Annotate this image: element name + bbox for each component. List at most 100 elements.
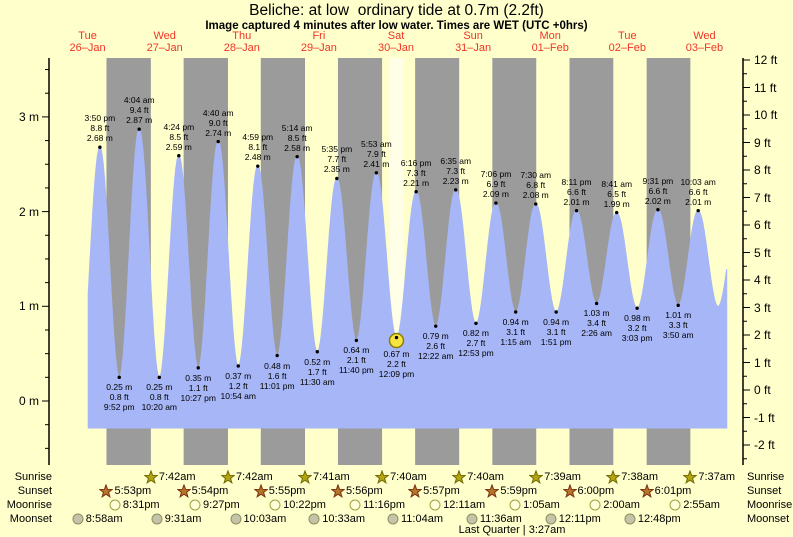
- tide-extreme-dot: [117, 375, 121, 380]
- sunset-icon: [485, 484, 500, 498]
- tide-extreme-dot: [157, 375, 162, 380]
- low-tide-annotation: 0.25 m 0.8 ft 10:20 am: [141, 382, 178, 413]
- tide-extreme-dot: [196, 366, 200, 370]
- y-axis-right-label: 3 ft: [754, 300, 771, 315]
- sunrise-icon: [606, 470, 621, 484]
- moonset-time: 11:36am: [479, 513, 522, 525]
- low-tide-annotation: 1.03 m 3.4 ft 2:26 am: [581, 308, 612, 339]
- moonset-time: 10:33am: [322, 513, 366, 525]
- low-tide-annotation: 0.64 m 2.1 ft 11:40 pm: [338, 345, 374, 376]
- sunset-icon: [408, 484, 423, 498]
- high-tide-annotation: 4:04 am 9.4 ft 2.87 m: [123, 95, 155, 126]
- moonrise-item: 9:27pm: [188, 498, 240, 512]
- astro-row-label-left-sunrise: Sunrise: [14, 471, 52, 483]
- tide-extreme-dot: [177, 154, 181, 158]
- sunrise-icon: [375, 470, 390, 484]
- moonset-item: 11:04am: [386, 512, 443, 526]
- sunset-time: 5:54pm: [191, 485, 229, 497]
- day-label: Thu 28–Jan: [223, 30, 260, 54]
- sunset-icon: [330, 484, 345, 498]
- y-axis-right-label: 11 ft: [754, 80, 777, 95]
- sunrise-item: 7:42am: [220, 470, 273, 484]
- tide-extreme-dot: [574, 208, 579, 213]
- low-tide-annotation: 0.94 m 3.1 ft 1:15 am: [500, 316, 532, 347]
- day-label: Mon 01–Feb: [531, 30, 569, 54]
- moonset-time: 10:03am: [243, 513, 287, 525]
- sunset-item: 5:59pm: [485, 484, 537, 498]
- tide-extreme-dot: [98, 145, 102, 149]
- tide-extreme-dot: [696, 208, 700, 213]
- sunrise-time: 7:37am: [698, 471, 736, 483]
- high-tide-annotation: 5:14 am 8.5 ft 2.58 m: [281, 122, 313, 153]
- sunrise-time: 7:39am: [544, 471, 581, 483]
- y-axis-right-label: 1 ft: [754, 355, 771, 370]
- sunrise-item: 7:37am: [683, 470, 735, 484]
- low-tide-annotation: 0.25 m 0.8 ft 9:52 pm: [103, 382, 135, 413]
- astro-row-label-right-sunrise: Sunrise: [747, 471, 785, 483]
- tide-extreme-dot: [594, 301, 599, 306]
- tide-extreme-dot: [454, 188, 458, 192]
- tide-extreme-dot: [216, 139, 220, 144]
- day-label: Tue 02–Feb: [608, 30, 646, 54]
- tide-extreme-dot: [295, 154, 299, 159]
- y-axis-left-label: 3 m: [18, 109, 39, 124]
- tide-extreme-dot: [554, 310, 558, 314]
- y-axis-right-label: 0 ft: [754, 383, 771, 397]
- moonrise-item: 8:31pm: [108, 498, 160, 512]
- sunrise-item: 7:40am: [375, 470, 427, 484]
- page-title: Beliche: at low ordinary tide at 0.7m (2…: [249, 2, 544, 19]
- moonset-icon: [545, 513, 557, 525]
- low-tide-annotation: 1.01 m 3.3 ft 3:50 am: [662, 310, 694, 341]
- day-label: Sun 31–Jan: [455, 30, 492, 54]
- tide-extreme-dot: [414, 190, 418, 194]
- y-axis-right-label: 9 ft: [754, 135, 771, 150]
- low-tide-annotation: 0.67 m 2.2 ft 12:09 pm: [378, 348, 415, 379]
- sunset-icon: [253, 484, 268, 498]
- day-label: Sat 30–Jan: [377, 30, 415, 54]
- moonrise-icon: [189, 499, 201, 511]
- moonrise-item: 2:55am: [668, 498, 720, 512]
- astro-row-label-right-moonrise: Moonrise: [747, 499, 793, 511]
- sunset-time: 5:53pm: [114, 485, 152, 497]
- day-label: Tue 26–Jan: [69, 30, 106, 54]
- day-label: Fri 29–Jan: [300, 30, 337, 54]
- tide-extreme-dot: [513, 310, 518, 314]
- moonrise-item: 12:11am: [428, 498, 485, 512]
- high-tide-annotation: 8:11 pm 6.6 ft 2.01 m: [561, 176, 592, 207]
- high-tide-annotation: 6:35 am 7.3 ft 2.23 m: [440, 155, 472, 186]
- moonrise-icon: [109, 499, 121, 511]
- moonset-item: 10:33am: [307, 512, 365, 526]
- y-axis-right-label: -2 ft: [754, 438, 775, 452]
- high-tide-annotation: 8:41 am 6.5 ft 1.99 m: [601, 178, 633, 209]
- y-axis-right-label: 6 ft: [754, 218, 771, 232]
- moonrise-item: 2:00am: [588, 498, 640, 512]
- high-tide-annotation: 4:59 pm 8.1 ft 2.48 m: [242, 132, 274, 163]
- moonset-item: 12:48pm: [623, 512, 681, 526]
- sunrise-time: 7:40am: [390, 471, 427, 483]
- moonset-time: 11:04am: [401, 513, 443, 525]
- sunrise-time: 7:42am: [235, 471, 273, 483]
- sunrise-item: 7:42am: [143, 470, 196, 484]
- moonrise-icon: [429, 499, 441, 511]
- page-subtitle: Image captured 4 minutes after low water…: [205, 20, 588, 32]
- tide-curve-area: [87, 128, 728, 429]
- moonset-icon: [230, 513, 241, 525]
- astro-row-label-right-sunset: Sunset: [747, 485, 782, 497]
- moon-phase-text: Last Quarter | 3:27am: [458, 524, 566, 536]
- low-tide-annotation: 0.35 m 1.1 ft 10:27 pm: [180, 372, 216, 403]
- sunrise-icon: [298, 470, 313, 484]
- tide-extreme-dot: [474, 321, 478, 326]
- sunset-icon: [639, 484, 654, 498]
- y-axis-right-label: -1 ft: [754, 410, 775, 425]
- moonrise-icon: [509, 499, 521, 511]
- moonset-icon: [387, 513, 399, 525]
- low-tide-annotation: 0.98 m 3.2 ft 3:03 pm: [621, 313, 653, 344]
- tide-extreme-dot: [494, 201, 498, 205]
- sunrise-icon: [220, 470, 235, 484]
- y-axis-right-label: 2 ft: [754, 328, 771, 342]
- y-axis-right-label: 10 ft: [754, 108, 778, 122]
- y-axis-left-label: 1 m: [18, 299, 39, 314]
- moonset-time: 12:48pm: [637, 513, 681, 525]
- low-tide-annotation: 0.37 m 1.2 ft 10:54 am: [220, 370, 256, 401]
